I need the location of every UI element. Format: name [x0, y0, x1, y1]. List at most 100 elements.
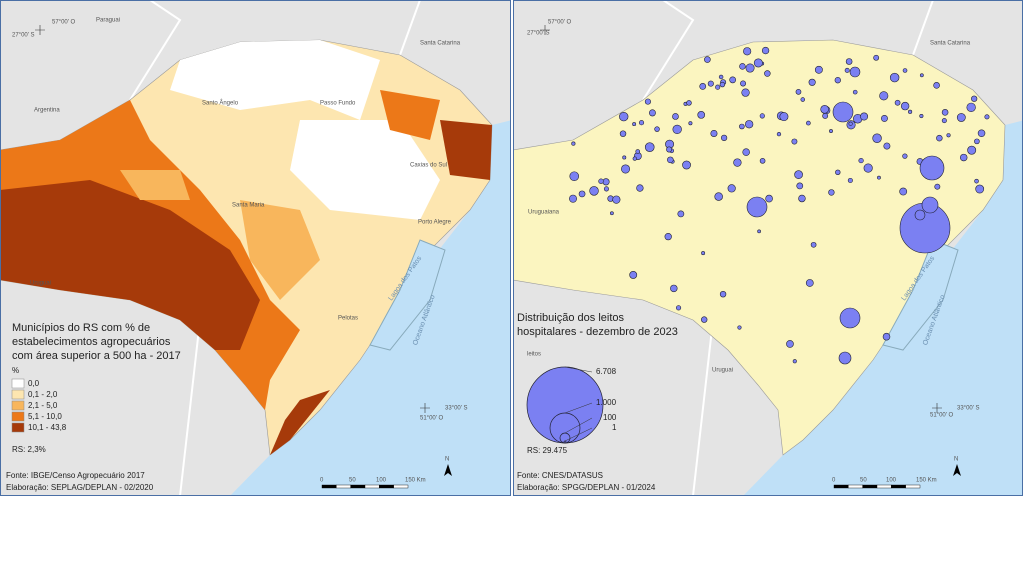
bubble	[967, 145, 977, 155]
place-label: Santa Catarina	[420, 41, 461, 47]
scale-bar	[350, 484, 366, 489]
bubble	[919, 73, 924, 78]
bubble	[810, 241, 817, 248]
bubble	[667, 156, 674, 164]
bubble	[612, 195, 621, 204]
bubble	[672, 124, 682, 135]
legend-label: 100	[603, 413, 617, 422]
legend-label: 0,1 - 2,0	[28, 390, 58, 399]
bubble	[921, 196, 939, 214]
bubble	[672, 113, 679, 120]
bubble	[629, 271, 638, 279]
bubble	[919, 155, 945, 181]
credit: Elaboração: SPGG/DEPLAN - 01/2024	[517, 483, 656, 492]
region	[440, 120, 492, 180]
bubble	[719, 290, 727, 298]
bubble	[746, 196, 768, 218]
bubble	[654, 126, 660, 132]
scale-bar	[379, 484, 394, 489]
bubble	[941, 109, 949, 116]
bubble	[834, 77, 841, 84]
bubble	[765, 194, 773, 203]
bubble	[880, 114, 888, 122]
scale-label: 100	[886, 478, 897, 484]
leader	[564, 402, 593, 414]
bubble	[578, 190, 586, 198]
scale-label: 150 Km	[916, 478, 937, 484]
place-label: Santo Ângelo	[202, 100, 239, 107]
bubble	[670, 284, 678, 293]
coord-label: 57°00' O	[548, 20, 572, 26]
bubble	[720, 134, 728, 141]
bubble	[966, 102, 976, 112]
legend-label: 1.000	[596, 398, 617, 407]
right-map	[514, 1, 1022, 495]
coord-label: 57°00' O	[52, 20, 76, 26]
bubble	[899, 187, 908, 196]
bubble	[757, 229, 761, 234]
bubble	[971, 95, 978, 102]
bubble	[697, 111, 706, 119]
bubble	[852, 89, 858, 95]
coord-cross	[932, 403, 942, 413]
bubble	[844, 67, 850, 73]
bubble	[745, 63, 755, 73]
bubble	[727, 184, 736, 193]
place-label: Pelotas	[338, 316, 358, 322]
bubble	[974, 178, 979, 184]
north-label: N	[445, 457, 449, 463]
title: estabelecimentos agropecuários	[12, 336, 171, 348]
bubble	[719, 81, 726, 88]
bubble	[707, 80, 714, 87]
north-label: N	[954, 457, 958, 463]
ocean	[743, 120, 1022, 495]
bubble	[959, 153, 968, 162]
scale-bar	[393, 484, 409, 489]
place-label: Argentina	[34, 108, 60, 114]
bubble	[635, 149, 641, 154]
coord-label: 27°00' S	[12, 33, 35, 39]
bubble	[796, 182, 804, 190]
legend-bubble	[549, 412, 581, 444]
border	[60, 1, 421, 495]
scale-label: 0	[832, 478, 836, 484]
scale-bar	[336, 484, 351, 489]
bubble	[602, 178, 610, 186]
bubble	[644, 142, 655, 152]
bubble	[664, 233, 672, 241]
bubble	[621, 164, 631, 174]
bubble	[569, 194, 577, 203]
bubble	[934, 183, 941, 190]
bubble	[974, 138, 980, 145]
place-label: Paraguai	[96, 18, 120, 24]
coord-cross	[540, 25, 550, 35]
bubble	[598, 178, 604, 184]
bubble	[798, 194, 806, 203]
bubble	[946, 133, 951, 138]
legend-swatch	[11, 389, 25, 400]
bubble	[863, 163, 873, 173]
bubble	[737, 325, 742, 330]
legend-swatch	[11, 400, 25, 411]
bubble	[814, 65, 823, 74]
bubble	[610, 211, 614, 216]
bubble	[941, 118, 947, 124]
north-arrow	[953, 464, 961, 476]
bubble	[835, 169, 841, 175]
coord-label: 51°00' O	[420, 416, 444, 422]
bubble	[956, 113, 966, 122]
scale-label: 100	[376, 478, 387, 484]
place-label: Uruguai	[712, 368, 733, 374]
coord-cross	[35, 25, 45, 35]
place-label: Uruguaiana	[528, 210, 560, 216]
bubble	[740, 80, 747, 87]
place-label: Porto Alegre	[418, 220, 452, 226]
place-label: Caxias do Sul	[410, 163, 447, 169]
bubble	[900, 101, 910, 111]
bubble	[622, 155, 627, 160]
place-label: Passo Fundo	[320, 101, 356, 107]
bubble	[710, 129, 718, 137]
title: Municípios do RS com % de	[12, 322, 150, 334]
bubble	[894, 99, 901, 106]
bubble	[977, 129, 986, 137]
